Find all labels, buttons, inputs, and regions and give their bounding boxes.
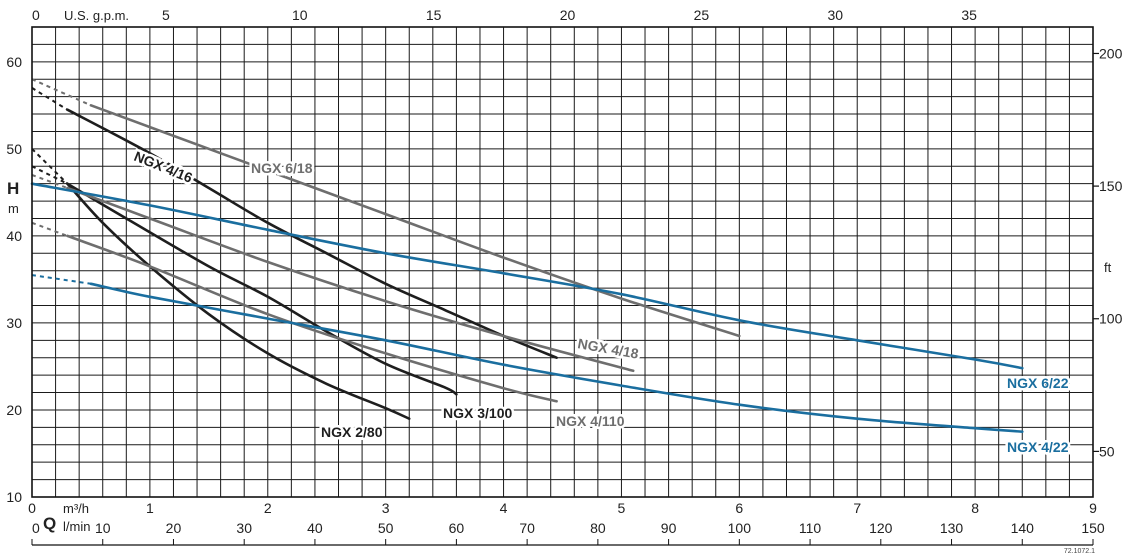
x-tick-label-lmin: 120 — [869, 520, 893, 536]
series-line-ngx-4-22 — [89, 282, 1024, 433]
series-extension-ngx-2-80 — [31, 148, 69, 185]
series-extension-ngx-3-100 — [31, 165, 68, 185]
x-tick-label-m3h: 9 — [1089, 500, 1097, 516]
x-tick-label-gpm: 0 — [32, 7, 40, 23]
x-tick-label-gpm: 35 — [961, 7, 977, 23]
y-tick-label-m: 30 — [6, 315, 22, 331]
y-tick-label-ft: 200 — [1099, 45, 1123, 61]
series-label-ngx-4-22: NGX 4/22 — [1007, 439, 1069, 455]
x-tick-label-m3h: 3 — [382, 500, 390, 516]
left-axis-name: H — [7, 179, 19, 198]
x-tick-label-m3h: 5 — [618, 500, 626, 516]
top-axis-unit: U.S. g.p.m. — [64, 8, 129, 23]
left-axis-unit: m — [8, 201, 19, 216]
x-tick-label-lmin: 20 — [166, 520, 182, 536]
series-line-ngx-4-110 — [66, 234, 558, 403]
y-tick-label-ft: 150 — [1099, 178, 1123, 194]
x-tick-label-lmin: 60 — [449, 520, 465, 536]
x-tick-label-lmin: 80 — [590, 520, 606, 536]
x-tick-label-gpm: 25 — [694, 7, 710, 23]
series-extension-ngx-4-18 — [31, 174, 68, 189]
series-label-ngx-4-110: NGX 4/110 — [556, 413, 625, 429]
x-tick-label-gpm: 10 — [292, 7, 308, 23]
series-label-ngx-6-22: NGX 6/22 — [1007, 375, 1069, 391]
x-tick-label-lmin: 10 — [95, 520, 111, 536]
series-extension-ngx-6-18 — [31, 78, 92, 107]
series-line-ngx-2-80 — [66, 182, 411, 420]
plot-frame — [31, 26, 1094, 498]
y-tick-label-ft: 50 — [1099, 443, 1115, 459]
series-extension-ngx-4-22 — [31, 274, 92, 285]
x-tick-label-lmin: 50 — [378, 520, 394, 536]
y-tick-label-m: 10 — [6, 489, 22, 505]
y-tick-label-m: 60 — [6, 54, 22, 70]
x-tick-label-lmin: 100 — [728, 520, 752, 536]
right-axis-unit: ft — [1104, 260, 1112, 275]
series-line-ngx-4-18 — [66, 186, 635, 373]
x-tick-label-m3h: 4 — [500, 500, 508, 516]
x-tick-label-lmin: 0 — [32, 520, 40, 536]
curve-extensions — [31, 78, 92, 285]
series-extension-ngx-4-16 — [31, 87, 68, 111]
series-line-ngx-6-18 — [89, 104, 741, 338]
performance-curves — [30, 104, 1024, 433]
y-tick-label-m: 40 — [6, 228, 22, 244]
series-extension-ngx-4-110 — [31, 221, 68, 237]
x-tick-label-lmin: 70 — [519, 520, 535, 536]
x-tick-label-lmin: 140 — [1011, 520, 1035, 536]
series-line-ngx-6-22 — [30, 182, 1024, 370]
y-tick-label-ft: 100 — [1099, 311, 1123, 327]
y-tick-label-m: 50 — [6, 141, 22, 157]
x-tick-label-lmin: 110 — [799, 520, 822, 536]
x-tick-label-m3h: 7 — [853, 500, 861, 516]
x-tick-label-m3h: 6 — [735, 500, 743, 516]
x-tick-label-m3h: 8 — [971, 500, 979, 516]
x-tick-label-m3h: 0 — [28, 500, 36, 516]
lmin-axis-unit: l/min — [63, 519, 90, 534]
chart-code: 72.1072.1 — [1064, 548, 1095, 555]
x-tick-label-m3h: 2 — [264, 500, 272, 516]
series-label-ngx-4-16: NGX 4/16 — [132, 148, 195, 186]
x-tick-label-lmin: 40 — [307, 520, 323, 536]
series-line-ngx-3-100 — [66, 182, 458, 396]
x-tick-label-gpm: 15 — [426, 7, 442, 23]
x-tick-label-lmin: 90 — [661, 520, 677, 536]
x-tick-label-gpm: 20 — [560, 7, 576, 23]
x-tick-label-lmin: 130 — [940, 520, 964, 536]
y-tick-label-m: 20 — [6, 402, 22, 418]
series-line-ngx-4-16 — [66, 108, 558, 359]
flow-axis-name: Q — [43, 514, 56, 533]
m3h-axis-unit: m³/h — [63, 501, 89, 516]
series-label-ngx-3-100: NGX 3/100 — [443, 405, 512, 421]
x-tick-label-m3h: 1 — [146, 500, 154, 516]
x-tick-label-lmin: 150 — [1081, 520, 1105, 536]
x-tick-label-gpm: 30 — [827, 7, 843, 23]
series-label-ngx-2-80: NGX 2/80 — [321, 424, 383, 440]
series-label-ngx-6-18: NGX 6/18 — [251, 160, 313, 176]
x-tick-label-gpm: 5 — [162, 7, 170, 23]
x-tick-label-lmin: 30 — [236, 520, 252, 536]
